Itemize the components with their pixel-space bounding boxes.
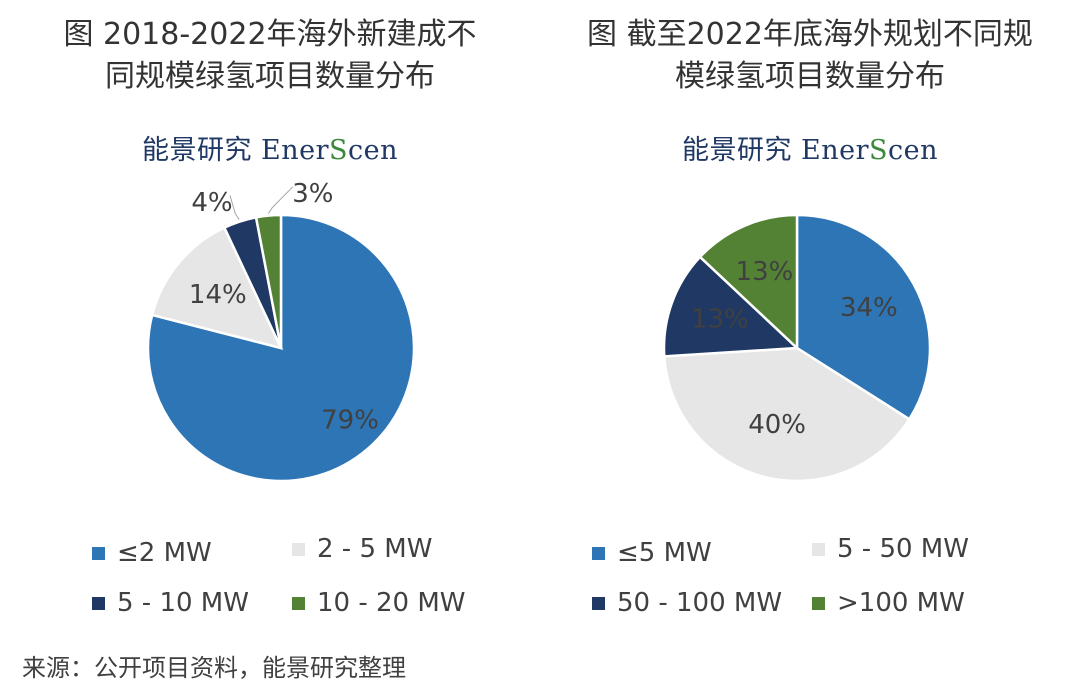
legend-swatch [292,542,305,556]
legend-label: >100 MW [837,588,965,618]
legend-swatch [92,596,105,610]
data-label: 3% [292,179,333,209]
chart-title-line: 图 2018-2022年海外新建成不 [63,17,477,52]
legend-swatch [92,546,105,560]
legend-item: 2 - 5 MW [292,534,432,564]
chart-title-line: 模绿氢项目数量分布 [675,59,945,94]
chart-panel-right: 图 截至2022年底海外规划不同规 模绿氢项目数量分布 能景研究 EnerSce… [540,0,1080,630]
data-label: 79% [321,406,379,436]
leader-line [229,195,240,220]
chart-panel-left: 图 2018-2022年海外新建成不 同规模绿氢项目数量分布 能景研究 Ener… [0,0,540,630]
brand-prefix: 能景研究 Ener [681,135,870,166]
pie-slice [698,213,799,351]
data-label: 13% [736,257,794,287]
legend-item: 5 - 10 MW [92,588,249,618]
legend-label: 2 - 5 MW [317,534,433,564]
legend-label: ≤2 MW [117,538,212,568]
legend-swatch [812,542,825,556]
legend-item: 50 - 100 MW [592,588,782,618]
legend-swatch [812,596,825,610]
leader-line [267,186,294,214]
pie-slice [150,225,284,350]
legend-label: ≤5 MW [617,538,712,568]
data-label: 34% [840,293,898,323]
data-label: 13% [691,305,749,335]
legend-item: >100 MW [812,588,965,618]
pie-chart-left: 79% 14% 4% 3% [146,179,416,483]
brand-prefix: 能景研究 Ener [141,135,330,166]
pie-chart-right: 34% 40% 13% 13% [662,213,932,483]
chart-title-line: 图 截至2022年底海外规划不同规 [587,17,1033,52]
legend-swatch [592,546,605,560]
data-label: 14% [189,280,247,310]
brand-suffix: cen [888,135,939,166]
legend-item: ≤5 MW [592,538,712,568]
chart-title-line: 同规模绿氢项目数量分布 [105,59,435,94]
data-label: 4% [191,188,232,218]
legend-swatch [592,596,605,610]
brand-suffix: cen [348,135,399,166]
source-note: 来源：公开项目资料，能景研究整理 [22,654,406,682]
legend-label: 5 - 10 MW [117,588,249,618]
pie-slice [662,255,800,358]
pie-slice [662,346,912,483]
legend-item: 5 - 50 MW [812,534,969,564]
chart-title-right: 图 截至2022年底海外规划不同规 模绿氢项目数量分布 [540,14,1080,98]
legend-label: 10 - 20 MW [317,588,466,618]
legend-label: 5 - 50 MW [837,534,969,564]
legend-swatch [292,596,305,610]
brand-logo-right: 能景研究 EnerScen [540,128,1080,167]
legend-item: ≤2 MW [92,538,212,568]
data-label: 40% [748,410,806,440]
pie-slice [254,213,283,349]
brand-accent: S [869,135,889,166]
legend-item: 10 - 20 MW [292,588,465,618]
brand-accent: S [329,135,349,166]
legend-label: 50 - 100 MW [617,588,783,618]
brand-logo-left: 能景研究 EnerScen [0,128,540,167]
chart-title-left: 图 2018-2022年海外新建成不 同规模绿氢项目数量分布 [0,14,540,98]
